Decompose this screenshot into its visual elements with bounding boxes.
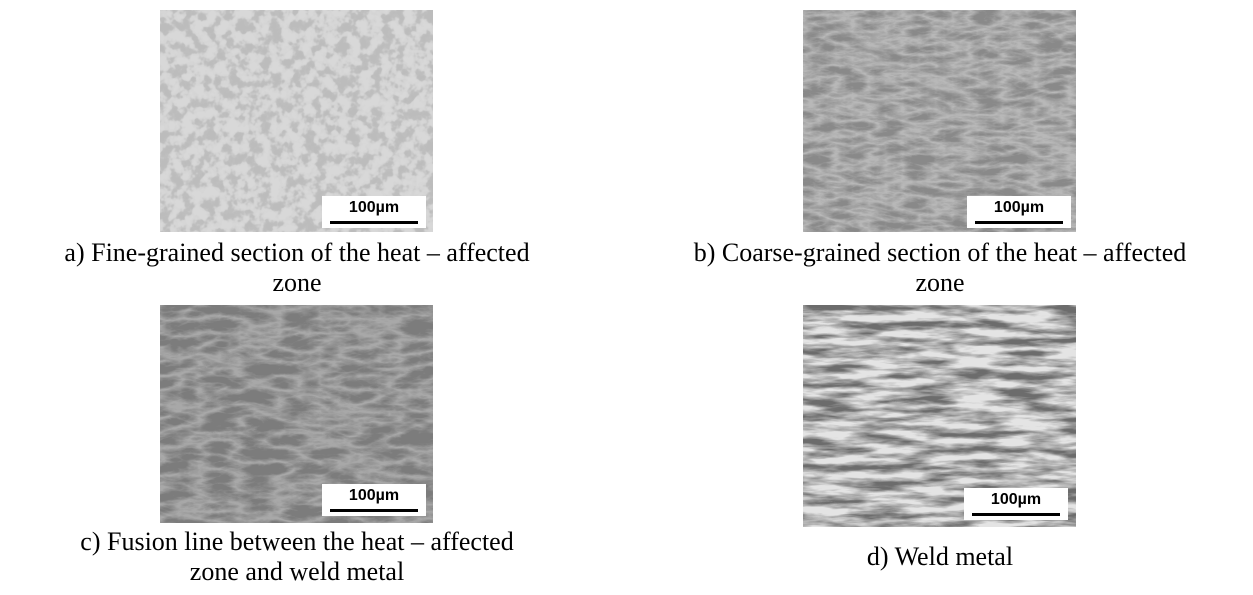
caption: b) Coarse-grained section of the heat – …	[680, 238, 1200, 298]
scale-bar: 100µm	[322, 196, 426, 228]
micrograph	[160, 10, 433, 232]
caption-line: zone and weld metal	[189, 557, 405, 586]
caption-line: zone	[915, 268, 965, 297]
scale-bar: 100µm	[964, 488, 1068, 520]
caption-line: d) Weld metal	[866, 542, 1014, 571]
caption: c) Fusion line between the heat – affect…	[47, 527, 547, 587]
scale-bar: 100µm	[322, 484, 426, 516]
scale-bar-label: 100µm	[348, 199, 400, 216]
micrograph	[803, 10, 1076, 232]
micrograph	[803, 305, 1076, 527]
caption-line: c) Fusion line between the heat – affect…	[80, 527, 514, 556]
scale-bar: 100µm	[967, 196, 1071, 228]
scale-bar-label: 100µm	[990, 491, 1042, 508]
caption: d) Weld metal	[680, 542, 1200, 572]
caption: a) Fine-grained section of the heat – af…	[47, 238, 547, 298]
scale-bar-label: 100µm	[348, 487, 400, 504]
caption-line: a) Fine-grained section of the heat – af…	[64, 238, 530, 267]
caption-line: b) Coarse-grained section of the heat – …	[693, 238, 1187, 267]
scale-bar-label: 100µm	[993, 199, 1045, 216]
caption-line: zone	[272, 268, 322, 297]
